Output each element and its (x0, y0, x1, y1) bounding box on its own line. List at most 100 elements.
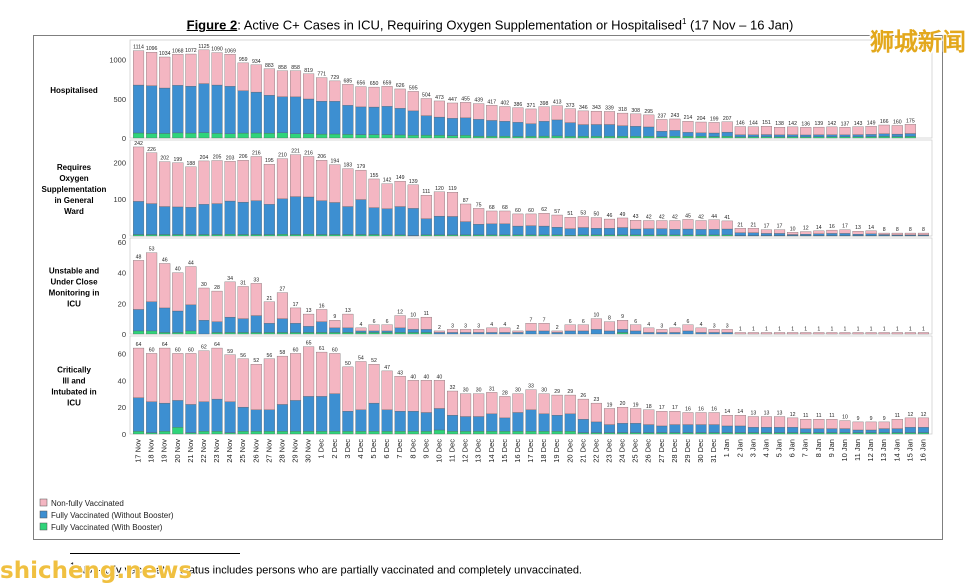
bar-segment-booster (734, 136, 746, 139)
bar-segment-fully-vaccinated (316, 396, 328, 432)
bar-total-label: 46 (607, 213, 613, 219)
bar-segment-non-fully-vaccinated (865, 332, 877, 335)
bar-segment-booster (538, 431, 550, 435)
bar-segment-non-fully-vaccinated (865, 126, 877, 135)
bar-segment-fully-vaccinated (617, 227, 629, 236)
x-tick-label: 22 Dec (591, 439, 600, 463)
bar-total-label: 6 (569, 319, 572, 325)
bar-segment-fully-vaccinated (708, 424, 720, 433)
bar-segment-non-fully-vaccinated (617, 320, 629, 330)
bar-segment-fully-vaccinated (577, 227, 589, 236)
bar-total-label: 53 (580, 210, 586, 216)
bar-total-label: 30 (476, 388, 482, 394)
bar-segment-booster (512, 234, 524, 237)
bar-total-label: 9 (621, 314, 624, 320)
bar-total-label: 21 (737, 222, 743, 228)
bar-total-label: 62 (541, 207, 547, 213)
bar-total-label: 9 (857, 416, 860, 422)
bar-total-label: 656 (357, 81, 366, 87)
bar-total-label: 729 (330, 75, 339, 81)
bar-total-label: 139 (409, 179, 418, 185)
bar-segment-booster (695, 234, 707, 237)
bar-segment-non-fully-vaccinated (368, 178, 380, 208)
bar-segment-non-fully-vaccinated (747, 126, 759, 135)
bar-segment-booster (839, 432, 851, 435)
y-tick-label: 0 (122, 430, 126, 439)
bar-segment-non-fully-vaccinated (407, 184, 419, 209)
bar-segment-fully-vaccinated (486, 120, 498, 137)
bar-total-label: 52 (371, 358, 377, 364)
bar-segment-non-fully-vaccinated (800, 419, 812, 429)
panel-label: Ward (64, 207, 84, 216)
bar-segment-non-fully-vaccinated (133, 146, 145, 202)
bar-total-label: 41 (724, 215, 730, 221)
bar-segment-non-fully-vaccinated (695, 220, 707, 230)
bar-segment-non-fully-vaccinated (473, 208, 485, 225)
bar-segment-fully-vaccinated (446, 118, 459, 136)
x-tick-label: 26 Nov (251, 439, 260, 463)
footnote-text: Non-fully vaccinated status includes per… (78, 564, 582, 577)
bar-segment-booster (237, 332, 249, 335)
bar-segment-booster (603, 234, 616, 237)
bar-segment-booster (656, 432, 668, 435)
bar-segment-booster (590, 234, 602, 237)
bar-total-label: 29 (554, 389, 560, 395)
bar-segment-non-fully-vaccinated (813, 419, 825, 429)
bar-total-label: 27 (280, 287, 286, 293)
bar-segment-fully-vaccinated (551, 119, 563, 137)
bar-segment-non-fully-vaccinated (499, 327, 511, 333)
bar-total-label: 53 (149, 247, 155, 253)
bar-total-label: 50 (345, 361, 351, 367)
bar-segment-non-fully-vaccinated (917, 417, 929, 428)
bar-segment-fully-vaccinated (433, 332, 445, 335)
bar-total-label: 10 (842, 415, 848, 421)
bar-segment-booster (669, 234, 681, 237)
bar-segment-booster (146, 432, 158, 435)
bar-segment-booster (617, 136, 629, 139)
bar-segment-fully-vaccinated (263, 323, 275, 333)
panel-label: Intubated in (51, 388, 96, 397)
bar-segment-fully-vaccinated (721, 228, 733, 236)
bar-total-label: 12 (907, 412, 913, 418)
bar-segment-fully-vaccinated (747, 427, 759, 433)
bar-segment-booster (603, 136, 616, 139)
figure-title-sup: 1 (681, 17, 687, 26)
bar-segment-non-fully-vaccinated (172, 353, 184, 401)
bar-segment-booster (329, 431, 341, 435)
bar-total-label: 6 (386, 319, 389, 325)
x-tick-label: 19 Dec (552, 439, 561, 463)
panel-label: Hospitalised (50, 86, 98, 95)
bar-segment-fully-vaccinated (826, 428, 838, 433)
bar-segment-fully-vaccinated (433, 408, 445, 431)
bar-segment-non-fully-vaccinated (878, 421, 890, 429)
bar-segment-booster (355, 332, 367, 335)
x-tick-label: 17 Nov (134, 439, 143, 463)
bar-total-label: 243 (671, 113, 680, 119)
bar-total-label: 111 (422, 189, 430, 195)
bar-segment-booster (329, 234, 341, 237)
bar-segment-non-fully-vaccinated (329, 320, 341, 329)
bar-segment-non-fully-vaccinated (630, 408, 642, 424)
bar-segment-fully-vaccinated (172, 400, 184, 428)
bar-total-label: 14 (868, 225, 874, 231)
bar-segment-non-fully-vaccinated (891, 232, 903, 236)
bar-segment-non-fully-vaccinated (682, 219, 694, 230)
x-tick-label: 1 Jan (722, 439, 731, 457)
bar-segment-booster (486, 431, 498, 435)
bar-segment-non-fully-vaccinated (446, 390, 459, 416)
bar-segment-booster (316, 431, 328, 435)
bar-segment-non-fully-vaccinated (224, 281, 236, 318)
bar-segment-non-fully-vaccinated (250, 64, 262, 93)
bar-total-label: 40 (423, 374, 429, 380)
x-tick-label: 1 Dec (317, 439, 326, 459)
bar-segment-booster (512, 136, 524, 139)
bar-segment-fully-vaccinated (486, 332, 498, 335)
bar-segment-fully-vaccinated (617, 329, 629, 333)
bar-total-label: 142 (828, 121, 837, 127)
bar-segment-booster (159, 234, 171, 237)
bar-segment-booster (185, 432, 197, 435)
x-tick-label: 28 Dec (670, 439, 679, 463)
bar-segment-fully-vaccinated (407, 208, 419, 236)
bar-total-label: 210 (278, 153, 287, 159)
bar-segment-booster (787, 432, 799, 435)
